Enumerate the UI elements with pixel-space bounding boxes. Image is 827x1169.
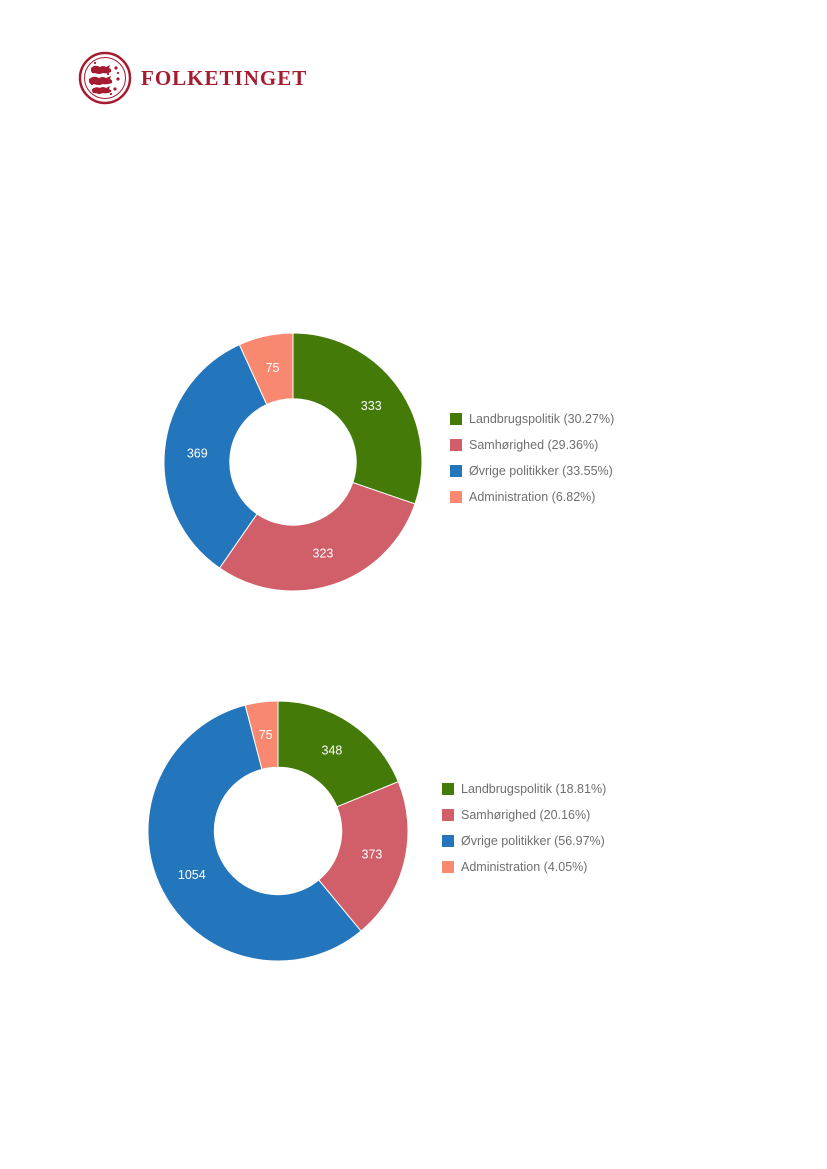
donut-slice-oevrige-politikker: [147, 704, 362, 962]
legend-swatch: [442, 861, 454, 873]
slice-value-label: 323: [313, 546, 334, 560]
legend-swatch: [442, 783, 454, 795]
legend-label: Landbrugspolitik (30.27%): [469, 412, 615, 426]
legend-label: Administration (6.82%): [469, 490, 596, 504]
legend-swatch: [450, 413, 462, 425]
legend-item-administration: Administration (6.82%): [450, 484, 614, 510]
legend-item-administration: Administration (4.05%): [442, 854, 606, 880]
slice-value-label: 348: [322, 744, 343, 758]
donut-chart-1-svg: 333 323 369 75: [163, 332, 423, 592]
donut-slice-samhoerighed: [218, 481, 416, 592]
donut-slice-administration: [238, 332, 294, 406]
logo-text: FOLKETINGET: [141, 65, 308, 90]
legend-swatch: [450, 491, 462, 503]
donut-slice-landbrugspolitik: [292, 332, 423, 505]
donut-chart-2-svg: 348 373 1054 75: [147, 700, 409, 962]
coat-of-arms-lions-icon: [78, 51, 132, 105]
folketinget-logo: FOLKETINGET: [78, 51, 307, 105]
donut-chart-2: 348 373 1054 75: [147, 700, 409, 962]
donut-slice-landbrugspolitik: [277, 700, 399, 808]
legend-chart-1: Landbrugspolitik (30.27%) Samhørighed (2…: [450, 406, 614, 510]
slice-value-label: 333: [361, 399, 382, 413]
legend-label: Øvrige politikker (56.97%): [461, 834, 605, 848]
slice-value-label: 373: [362, 847, 383, 861]
slice-value-label: 1054: [178, 868, 206, 882]
legend-swatch: [442, 809, 454, 821]
legend-swatch: [450, 465, 462, 477]
slice-value-label: 369: [187, 447, 208, 461]
legend-label: Landbrugspolitik (18.81%): [461, 782, 607, 796]
legend-label: Administration (4.05%): [461, 860, 588, 874]
legend-swatch: [442, 835, 454, 847]
legend-item-landbrugspolitik: Landbrugspolitik (18.81%): [442, 776, 606, 802]
donut-slice-administration: [244, 700, 279, 770]
legend-chart-2: Landbrugspolitik (18.81%) Samhørighed (2…: [442, 776, 606, 880]
legend-swatch: [450, 439, 462, 451]
donut-slice-samhoerighed: [317, 781, 409, 932]
legend-label: Samhørighed (20.16%): [461, 808, 591, 822]
legend-label: Samhørighed (29.36%): [469, 438, 599, 452]
slice-value-label: 75: [266, 361, 280, 375]
slice-value-label: 75: [259, 728, 273, 742]
legend-item-landbrugspolitik: Landbrugspolitik (30.27%): [450, 406, 614, 432]
donut-slice-oevrige-politikker: [163, 343, 268, 569]
legend-item-oevrige-politikker: Øvrige politikker (56.97%): [442, 828, 606, 854]
donut-chart-1: 333 323 369 75: [163, 332, 423, 592]
legend-item-samhoerighed: Samhørighed (20.16%): [442, 802, 606, 828]
legend-item-samhoerighed: Samhørighed (29.36%): [450, 432, 614, 458]
legend-label: Øvrige politikker (33.55%): [469, 464, 613, 478]
legend-item-oevrige-politikker: Øvrige politikker (33.55%): [450, 458, 614, 484]
